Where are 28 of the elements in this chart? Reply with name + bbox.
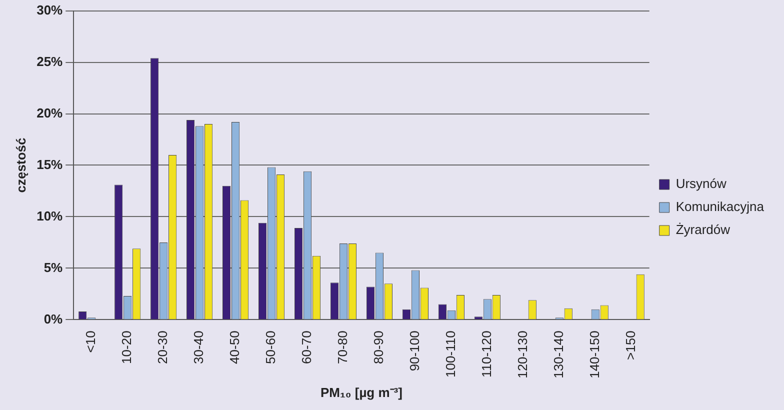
x-tick-label: 40-50 [227, 330, 242, 364]
y-tick-label: 25% [36, 54, 64, 69]
x-tick-label: 120-130 [514, 330, 530, 378]
x-tick-label: >150 [622, 330, 638, 360]
x-tick-label: 10-20 [119, 330, 134, 364]
x-tick-label: 140-150 [586, 330, 602, 378]
x-tick-label: 20-30 [155, 330, 170, 364]
y-tick-label: 5% [44, 260, 64, 275]
x-tick-label: 70-80 [335, 330, 350, 364]
y-tick-label: 15% [36, 156, 64, 172]
x-tick-label: 110-120 [479, 330, 494, 378]
x-tick-label: 90-100 [407, 330, 422, 372]
legend-label: Komunikacyjna [676, 199, 765, 214]
y-tick-label: 10% [36, 208, 64, 224]
x-tick-label: 50-60 [263, 330, 278, 364]
x-tick-label: 80-90 [371, 330, 386, 364]
x-tick-label: 30-40 [191, 330, 206, 364]
x-tick-label: 100-110 [443, 330, 458, 378]
x-axis-title: PM₁₀ [µg m⁻³] [320, 384, 402, 400]
y-axis-title: częstość [13, 138, 28, 193]
x-tick-label: 130-140 [550, 330, 566, 378]
y-tick-label: 30% [36, 2, 64, 18]
y-tick-label: 0% [44, 311, 64, 326]
y-tick-label: 20% [36, 105, 64, 120]
legend-label: Ursynów [676, 176, 728, 192]
legend-label: Żyrardów [676, 222, 731, 238]
x-tick-label: 60-70 [299, 330, 314, 364]
x-tick-label: <10 [83, 330, 98, 353]
